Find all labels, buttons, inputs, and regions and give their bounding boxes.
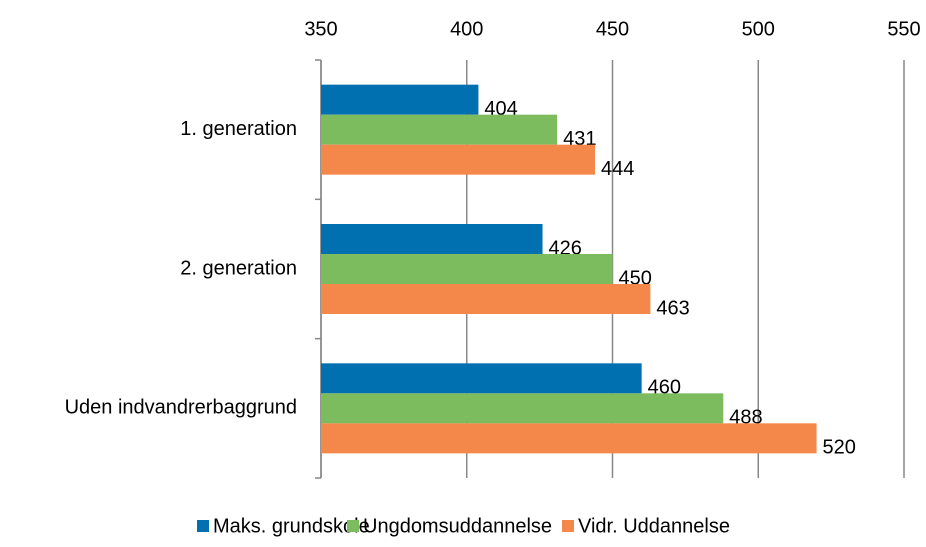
bar	[321, 114, 558, 145]
legend-swatch	[347, 520, 359, 532]
legend-swatch	[562, 520, 574, 532]
bar	[321, 144, 596, 175]
x-tick-label: 500	[742, 18, 775, 40]
x-tick-label: 550	[887, 18, 920, 40]
legend-label: Vidr. Uddannelse	[578, 515, 730, 537]
bar	[321, 363, 642, 394]
data-label: 460	[648, 377, 681, 399]
y-tick-label: 2. generation	[180, 257, 297, 279]
data-label: 444	[601, 158, 634, 180]
bar	[321, 254, 613, 284]
bar	[321, 224, 543, 254]
x-tick-label: 350	[304, 18, 337, 40]
bar	[321, 84, 479, 115]
data-label: 431	[563, 128, 596, 150]
data-label: 404	[484, 98, 517, 120]
x-tick-label: 450	[596, 18, 629, 40]
data-label: 463	[656, 297, 689, 319]
data-label: 520	[823, 437, 856, 459]
legend-label: Ungdomsuddannelse	[363, 515, 552, 537]
legend-label: Maks. grundskole	[213, 515, 370, 537]
bar	[321, 284, 651, 314]
legend-swatch	[197, 520, 209, 532]
data-label: 488	[729, 407, 762, 429]
data-label: 450	[619, 267, 652, 289]
y-tick-label: Uden indvandrerbaggrund	[65, 397, 297, 419]
bar	[321, 393, 724, 424]
y-tick-label: 1. generation	[180, 118, 297, 140]
data-label: 426	[549, 237, 582, 259]
x-tick-label: 400	[450, 18, 483, 40]
bar	[321, 423, 817, 454]
